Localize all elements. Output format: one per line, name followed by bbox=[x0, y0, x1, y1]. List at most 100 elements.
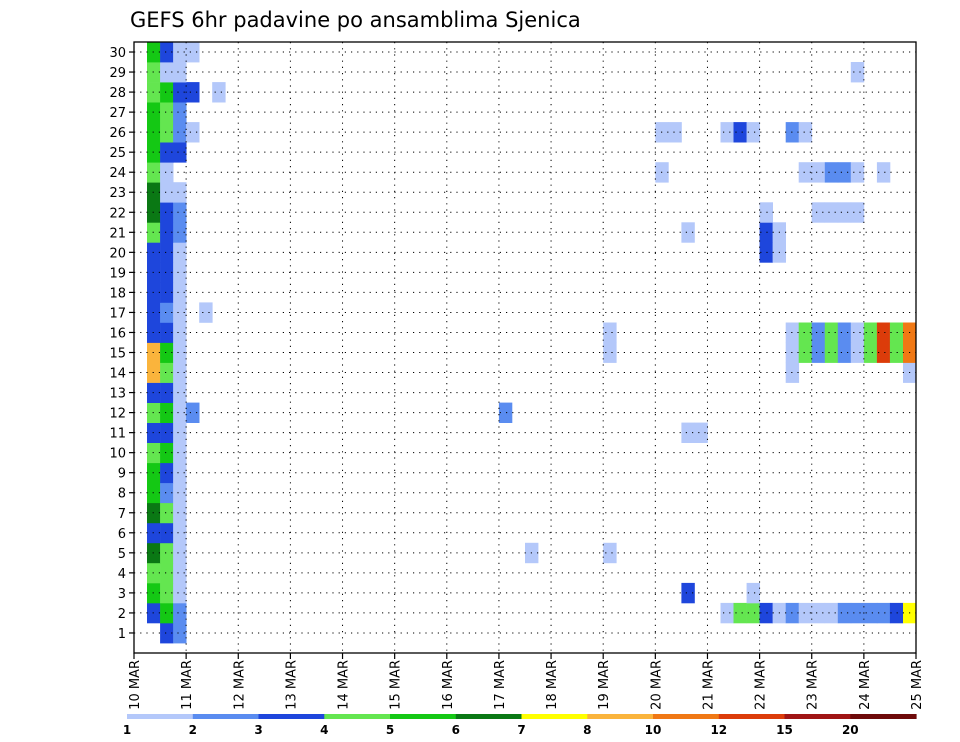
heatmap-cell bbox=[759, 222, 773, 243]
heatmap-cell bbox=[173, 182, 187, 203]
heatmap-cell bbox=[876, 322, 891, 343]
heatmap-cell bbox=[811, 322, 826, 343]
y-tick-label: 30 bbox=[109, 46, 126, 61]
colorbar-swatch bbox=[718, 714, 786, 719]
x-tick-label: 16 MAR bbox=[441, 660, 456, 710]
heatmap-cell bbox=[811, 342, 826, 363]
colorbar-label: 8 bbox=[583, 723, 591, 737]
heatmap-cell bbox=[173, 602, 187, 624]
heatmap-cell bbox=[173, 102, 187, 123]
heatmap-cell bbox=[863, 322, 878, 343]
heatmap-cell bbox=[681, 422, 695, 443]
colorbar-swatch bbox=[192, 714, 260, 719]
heatmap-cell bbox=[798, 322, 813, 343]
heatmap-cell bbox=[824, 602, 839, 624]
colorbar-label: 15 bbox=[776, 723, 793, 737]
heatmap-cell bbox=[173, 42, 187, 63]
y-tick-label: 28 bbox=[109, 86, 126, 101]
heatmap-cell bbox=[876, 162, 891, 183]
heatmap-cell bbox=[720, 122, 734, 143]
y-tick-label: 7 bbox=[118, 507, 126, 522]
heatmap-cell bbox=[160, 82, 174, 103]
colorbar-label: 7 bbox=[517, 723, 525, 737]
heatmap-cell bbox=[173, 502, 187, 524]
heatmap-cell bbox=[876, 602, 891, 624]
y-tick-label: 12 bbox=[109, 407, 126, 422]
y-tick-label: 1 bbox=[118, 627, 126, 642]
heatmap-cell bbox=[759, 602, 773, 624]
heatmap-cell bbox=[720, 602, 734, 624]
heatmap-cell bbox=[759, 242, 773, 263]
heatmap-cell bbox=[160, 502, 174, 524]
heatmap-cell bbox=[160, 342, 174, 363]
heatmap-cell bbox=[160, 62, 174, 83]
y-tick-label: 17 bbox=[109, 306, 126, 321]
heatmap-cell bbox=[811, 202, 826, 223]
x-tick-label: 19 MAR bbox=[597, 660, 612, 710]
x-axis: 10 MAR 11 MAR 12 MAR 13 MAR 14 MAR 15 MAR 16 M… bbox=[128, 653, 925, 710]
y-tick-label: 16 bbox=[109, 326, 126, 341]
heatmap-cell bbox=[160, 42, 174, 63]
x-tick-label: 21 MAR bbox=[701, 660, 716, 710]
colorbar-label: 1 bbox=[123, 723, 131, 737]
heatmap-cells bbox=[147, 42, 917, 644]
colorbar-swatch bbox=[653, 714, 720, 719]
colorbar-swatch bbox=[127, 714, 194, 719]
heatmap-cell bbox=[824, 322, 839, 343]
heatmap-cell bbox=[160, 623, 174, 644]
y-tick-label: 19 bbox=[109, 266, 126, 281]
heatmap-cell bbox=[173, 242, 187, 263]
heatmap-cell bbox=[160, 302, 174, 323]
heatmap-cell bbox=[746, 602, 760, 624]
colorbar-swatch bbox=[455, 714, 523, 719]
heatmap-cell bbox=[824, 202, 839, 223]
heatmap-cell bbox=[160, 382, 174, 403]
y-tick-label: 25 bbox=[109, 146, 126, 161]
heatmap-cell bbox=[850, 602, 865, 624]
heatmap-cell bbox=[863, 602, 878, 624]
heatmap-cell bbox=[746, 122, 760, 143]
heatmap-cell bbox=[160, 602, 174, 624]
colorbar-label: 10 bbox=[645, 723, 662, 737]
y-tick-label: 21 bbox=[109, 226, 126, 241]
heatmap-cell bbox=[603, 542, 617, 564]
y-tick-label: 2 bbox=[118, 607, 126, 622]
y-tick-label: 10 bbox=[109, 447, 126, 462]
heatmap-cell bbox=[837, 202, 852, 223]
x-tick-label: 10 MAR bbox=[128, 660, 143, 710]
y-tick-label: 22 bbox=[109, 206, 126, 221]
colorbar-label: 3 bbox=[254, 723, 262, 737]
heatmap-cell bbox=[173, 542, 187, 564]
heatmap-cell bbox=[746, 582, 760, 604]
colorbar-swatch bbox=[587, 714, 654, 719]
heatmap-cell bbox=[173, 262, 187, 283]
colorbar-swatch bbox=[390, 714, 457, 719]
heatmap-cell bbox=[160, 442, 174, 464]
heatmap-cell bbox=[173, 402, 187, 423]
heatmap-cell bbox=[173, 362, 187, 383]
heatmap-cell bbox=[199, 302, 213, 323]
heatmap-cell bbox=[173, 382, 187, 403]
y-tick-label: 11 bbox=[109, 427, 126, 442]
heatmap-cell bbox=[173, 522, 187, 544]
heatmap-cell bbox=[160, 262, 174, 283]
heatmap-cell bbox=[850, 202, 865, 223]
heatmap-cell bbox=[212, 82, 226, 103]
heatmap-cell bbox=[837, 342, 852, 363]
y-tick-label: 20 bbox=[109, 246, 126, 261]
heatmap-cell bbox=[850, 162, 865, 183]
x-tick-label: 13 MAR bbox=[284, 660, 299, 710]
y-tick-label: 26 bbox=[109, 126, 126, 141]
heatmap-cell bbox=[173, 582, 187, 604]
gridlines bbox=[134, 42, 916, 653]
heatmap-cell bbox=[160, 222, 174, 243]
x-tick-label: 17 MAR bbox=[493, 660, 508, 710]
heatmap-cell bbox=[160, 402, 174, 423]
y-tick-label: 5 bbox=[118, 547, 126, 562]
plot-frame bbox=[133, 41, 917, 654]
heatmap-cell bbox=[863, 342, 878, 363]
heatmap-cell bbox=[837, 602, 852, 624]
colorbar-label: 5 bbox=[386, 723, 394, 737]
heatmap-cell bbox=[160, 362, 174, 383]
y-tick-label: 29 bbox=[109, 66, 126, 81]
